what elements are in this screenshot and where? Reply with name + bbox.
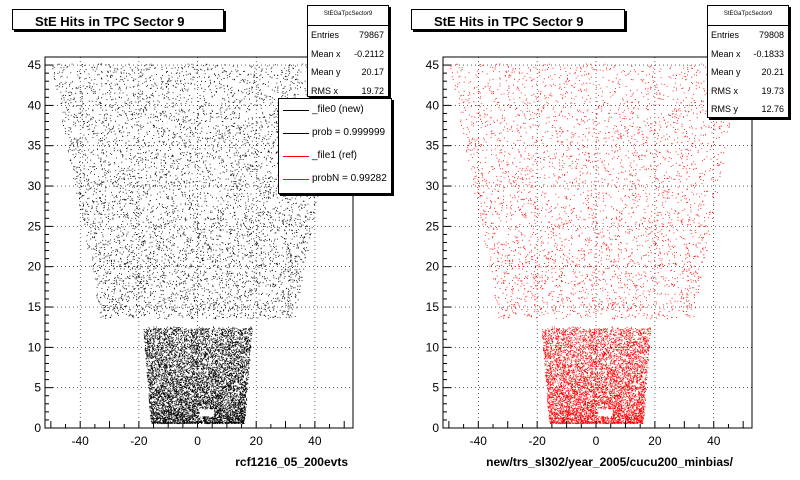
legend-label: prob = 0.999999 bbox=[312, 127, 386, 138]
left-stats-name: StEGaTpcSector9 bbox=[308, 6, 388, 26]
left-stats-box: StEGaTpcSector9 Entries 79867 Mean x -0.21… bbox=[307, 5, 389, 97]
stats-key: RMS x bbox=[311, 85, 338, 96]
y-tick-label: 10 bbox=[426, 340, 440, 354]
y-tick-label: 30 bbox=[28, 179, 42, 193]
legend-label: _file1 (ref) bbox=[312, 150, 358, 161]
legend-line-ref bbox=[283, 156, 309, 157]
y-tick-label: 15 bbox=[426, 300, 440, 314]
stats-value: -0.1833 bbox=[753, 48, 784, 59]
stats-value: -0.2112 bbox=[354, 48, 384, 59]
left-stats-row: Mean x -0.2112 bbox=[308, 45, 388, 64]
stats-key: Entries bbox=[311, 30, 340, 40]
legend-label: probN = 0.99282 bbox=[312, 173, 387, 184]
stats-value: 20.17 bbox=[361, 67, 384, 77]
hit-points-0 bbox=[52, 63, 344, 425]
stats-value: 12.76 bbox=[761, 104, 784, 114]
stats-key: Mean x bbox=[711, 48, 741, 59]
legend-line-ref bbox=[283, 179, 309, 180]
y-tick-label: 20 bbox=[426, 260, 440, 274]
y-tick-label: 5 bbox=[34, 381, 41, 395]
plot-1: -40 -20 0 20 40 0 5 10 15 20 25 30 35 40 45 bbox=[426, 56, 753, 448]
legend-entry: _file0 (new) bbox=[279, 99, 391, 122]
legend-entry: _file1 (ref) bbox=[279, 145, 391, 168]
x-tick-label: -20 bbox=[130, 434, 148, 448]
stats-key: Entries bbox=[711, 30, 740, 40]
y-tick-label: 35 bbox=[426, 139, 440, 153]
stats-value: 19.73 bbox=[761, 85, 784, 96]
legend-entry: probN = 0.99282 bbox=[279, 168, 391, 191]
x-tick-label: 0 bbox=[593, 434, 600, 448]
x-tick-label: -40 bbox=[470, 434, 488, 448]
y-tick-label: 25 bbox=[426, 219, 440, 233]
left-stats-row: Entries 79867 bbox=[308, 26, 388, 45]
y-tick-label: 0 bbox=[34, 421, 41, 435]
legend-line-new bbox=[283, 110, 309, 111]
stats-key: RMS x bbox=[711, 85, 738, 96]
stats-key: RMS y bbox=[711, 104, 738, 114]
right-chart-title: StE Hits in TPC Sector 9 bbox=[411, 9, 625, 30]
legend-box: _file0 (new) prob = 0.999999 _file1 (ref… bbox=[278, 98, 392, 194]
right-stats-name: StEGaTpcSector9 bbox=[708, 6, 788, 26]
stats-value: 79808 bbox=[758, 30, 784, 40]
y-tick-label: 25 bbox=[28, 219, 42, 233]
left-stats-row: RMS x 19.72 bbox=[308, 82, 388, 101]
left-stats-row: Mean y 20.17 bbox=[308, 63, 388, 82]
plot-frame bbox=[442, 56, 753, 429]
legend-entry: prob = 0.999999 bbox=[279, 122, 391, 145]
right-stats-row: Mean y 20.21 bbox=[708, 63, 788, 82]
y-tick-label: 30 bbox=[426, 179, 440, 193]
stats-key: Mean y bbox=[711, 67, 741, 77]
left-x-axis-label: rcf1216_05_200evts bbox=[235, 455, 348, 469]
x-tick-label: 40 bbox=[308, 434, 322, 448]
y-tick-label: 20 bbox=[28, 260, 42, 274]
x-tick-label: 20 bbox=[648, 434, 662, 448]
x-tick-label: -40 bbox=[72, 434, 90, 448]
stats-key: Mean x bbox=[311, 48, 341, 59]
y-tick-label: 35 bbox=[28, 139, 42, 153]
y-tick-label: 5 bbox=[432, 381, 439, 395]
y-tick-label: 10 bbox=[28, 340, 42, 354]
y-tick-label: 40 bbox=[426, 98, 440, 112]
right-stats-row: Entries 79808 bbox=[708, 26, 788, 45]
y-tick-label: 45 bbox=[28, 58, 42, 72]
x-tick-label: -20 bbox=[528, 434, 546, 448]
right-stats-row: Mean x -0.1833 bbox=[708, 45, 788, 64]
stats-value: 20.21 bbox=[761, 67, 784, 77]
stats-value: 79867 bbox=[358, 30, 384, 40]
legend-line-new bbox=[283, 133, 309, 134]
right-stats-box: StEGaTpcSector9 Entries 79808 Mean x -0.18… bbox=[707, 5, 789, 118]
y-tick-label: 45 bbox=[426, 58, 440, 72]
y-tick-label: 0 bbox=[432, 421, 439, 435]
stats-key: Mean y bbox=[311, 67, 341, 77]
x-tick-label: 20 bbox=[250, 434, 264, 448]
x-tick-label: 0 bbox=[194, 434, 201, 448]
stats-value: 19.72 bbox=[361, 85, 384, 96]
right-stats-row: RMS x 19.73 bbox=[708, 82, 788, 101]
y-tick-label: 15 bbox=[28, 300, 42, 314]
left-chart-title: StE Hits in TPC Sector 9 bbox=[12, 9, 224, 30]
x-tick-label: 40 bbox=[707, 434, 721, 448]
right-stats-row: RMS y 12.76 bbox=[708, 100, 788, 119]
right-x-axis-label: new/trs_sl302/year_2005/cucu200_minbias/ bbox=[486, 455, 733, 469]
y-tick-label: 40 bbox=[28, 98, 42, 112]
legend-label: _file0 (new) bbox=[312, 104, 364, 115]
